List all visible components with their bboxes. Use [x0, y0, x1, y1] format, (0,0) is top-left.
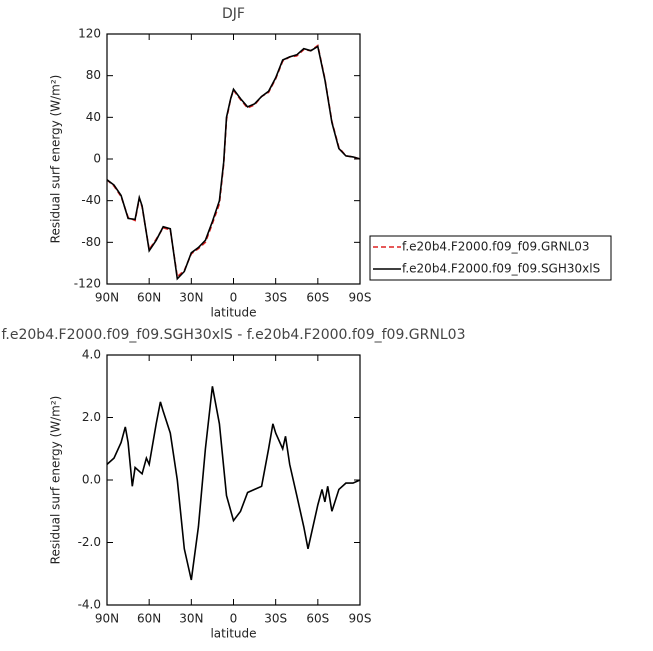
x-tick-label: 30S: [264, 291, 287, 305]
y-tick-label: 0.0: [82, 473, 101, 487]
x-axis-label: latitude: [210, 306, 256, 320]
x-tick-label: 60S: [306, 291, 329, 305]
y-tick-label: 4.0: [82, 348, 101, 362]
x-tick-label: 90N: [95, 291, 119, 305]
series-line: [106, 44, 361, 279]
x-tick-label: 90S: [349, 291, 372, 305]
x-tick-label: 60N: [137, 291, 161, 305]
x-tick-label: 60N: [137, 612, 161, 626]
y-tick-label: 120: [78, 27, 101, 41]
x-tick-label: 0: [230, 291, 238, 305]
plot-frame: [106, 354, 361, 606]
x-tick-label: 90S: [349, 612, 372, 626]
y-tick-label: -120: [74, 277, 101, 291]
chart-title: DJF: [222, 6, 245, 22]
x-tick-label: 60S: [306, 612, 329, 626]
series-line: [106, 386, 361, 581]
y-tick-label: -4.0: [78, 598, 101, 612]
y-tick-label: 80: [86, 68, 101, 82]
x-axis-label: latitude: [210, 627, 256, 641]
y-tick-label: 0: [93, 152, 101, 166]
plot-frame: [106, 33, 361, 285]
y-tick-label: 40: [86, 110, 101, 124]
legend-label: f.e20b4.F2000.f09_f09.SGH30xlS: [402, 262, 600, 276]
x-tick-label: 30N: [179, 291, 203, 305]
chart-title: f.e20b4.F2000.f09_f09.SGH30xlS - f.e20b4…: [2, 327, 466, 343]
y-tick-label: -40: [81, 193, 101, 207]
legend-box: [369, 235, 612, 281]
y-tick-label: 2.0: [82, 410, 101, 424]
x-tick-label: 0: [230, 612, 238, 626]
y-axis-label: Residual surf energy (W/m²): [49, 75, 63, 244]
y-tick-label: -80: [81, 235, 101, 249]
series-line: [106, 45, 361, 281]
y-tick-label: -2.0: [78, 535, 101, 549]
x-tick-label: 30S: [264, 612, 287, 626]
x-tick-label: 90N: [95, 612, 119, 626]
y-axis-label: Residual surf energy (W/m²): [49, 396, 63, 565]
x-tick-label: 30N: [179, 612, 203, 626]
legend-label: f.e20b4.F2000.f09_f09.GRNL03: [402, 240, 590, 254]
